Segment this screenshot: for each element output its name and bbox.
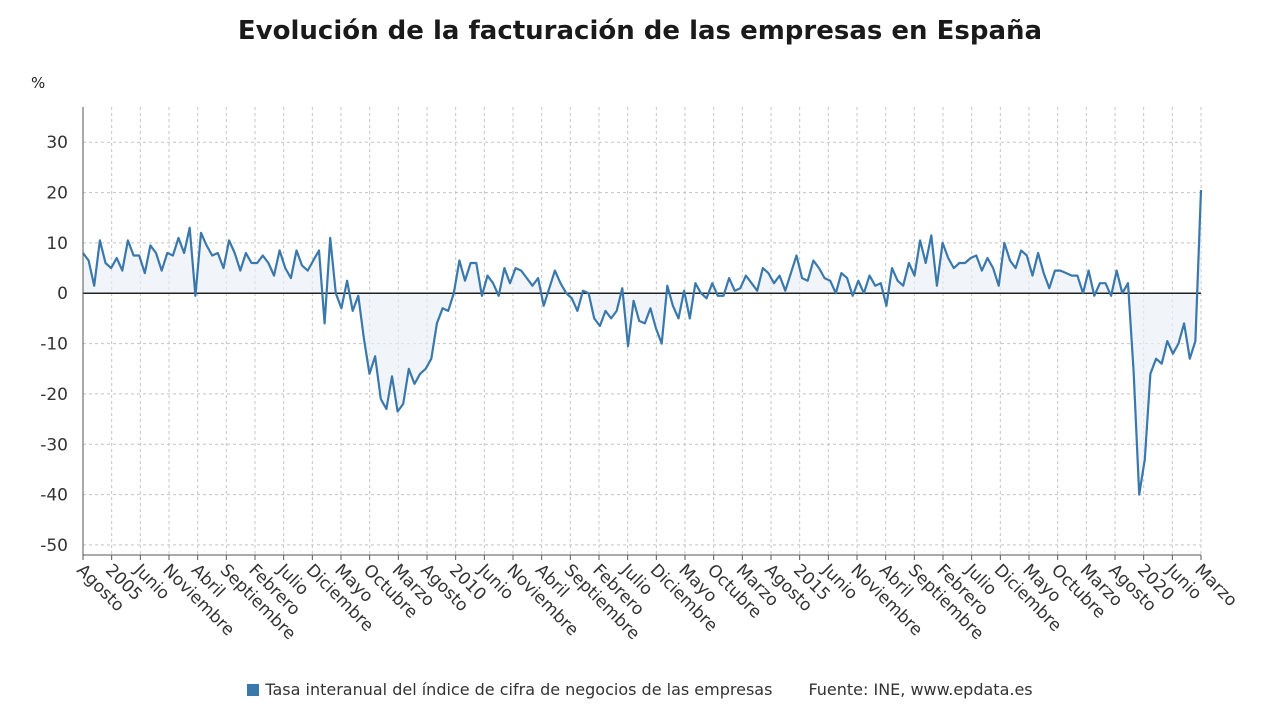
y-tick-label: 10 — [46, 234, 68, 254]
y-tick-label: 20 — [46, 184, 68, 204]
chart-title: Evolución de la facturación de las empre… — [237, 16, 1043, 46]
x-tick-labels: Agosto2005JunioNoviembreAbrilSeptiembreF… — [72, 560, 1240, 644]
legend-swatch-icon — [247, 684, 260, 696]
y-tick-label: 0 — [57, 284, 68, 304]
y-tick-label: -20 — [40, 385, 68, 405]
grid-lines — [82, 107, 1202, 555]
y-tick-label: -50 — [40, 536, 68, 556]
source-note: Fuente: INE, www.epdata.es — [808, 680, 1033, 699]
axes — [82, 107, 1202, 560]
y-tick-label: -30 — [40, 435, 68, 455]
legend-label: Tasa interanual del índice de cifra de n… — [265, 680, 773, 699]
series-line — [82, 190, 1203, 496]
y-axis-unit-label: % — [31, 74, 46, 92]
y-tick-label: 30 — [46, 133, 68, 153]
y-tick-label: -10 — [40, 335, 68, 355]
y-tick-label: -40 — [40, 486, 68, 506]
y-tick-labels: 30 20 10 0 -10 -20 -30 -40 -50 — [40, 133, 68, 556]
chart-footer: Tasa interanual del índice de cifra de n… — [0, 680, 1280, 699]
series-area-fill — [83, 190, 1201, 495]
